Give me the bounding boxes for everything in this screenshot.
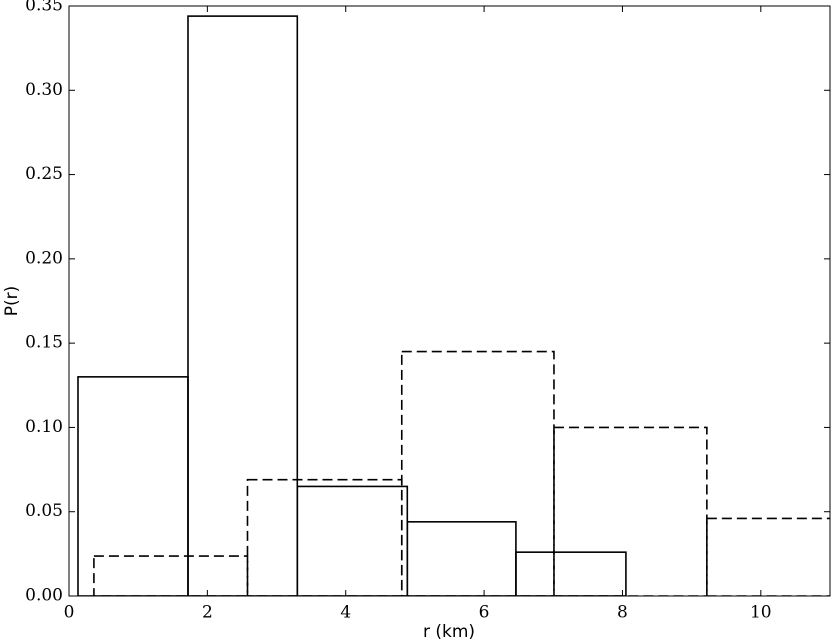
x-tick-label: 10 <box>750 603 772 623</box>
x-tick-label: 2 <box>202 603 213 623</box>
histogram-bar <box>296 485 409 596</box>
histogram-bar <box>515 551 627 596</box>
x-tick-label: 6 <box>479 603 490 623</box>
y-tick-label: 0.15 <box>25 333 63 353</box>
y-tick-label: 0.25 <box>25 164 63 184</box>
x-tick-label: 4 <box>340 603 351 623</box>
y-tick-label: 0.30 <box>25 80 63 100</box>
histogram-bar <box>187 15 299 596</box>
histogram-bar <box>400 350 555 596</box>
y-tick-label: 0.00 <box>25 586 63 606</box>
plot-area <box>77 15 830 596</box>
y-tick-label: 0.20 <box>25 248 63 268</box>
x-tick-label: 8 <box>617 603 628 623</box>
y-tick-label: 0.10 <box>25 417 63 437</box>
x-axis-label: r (km) <box>423 622 475 642</box>
y-tick-label: 0.35 <box>25 0 63 16</box>
histogram-bar <box>93 555 249 596</box>
histogram-bar <box>553 426 708 596</box>
y-tick-label: 0.05 <box>25 501 63 521</box>
y-axis-label: P(r) <box>2 286 22 317</box>
histogram-bar <box>706 517 830 596</box>
histogram-bar <box>246 478 403 596</box>
histogram-bar <box>406 521 517 596</box>
plot-frame <box>68 5 831 597</box>
x-tick-label: 0 <box>64 603 75 623</box>
